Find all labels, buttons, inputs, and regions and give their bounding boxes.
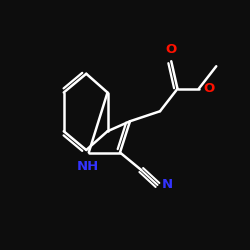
Text: NH: NH: [76, 160, 98, 173]
Text: O: O: [166, 43, 177, 56]
Text: N: N: [162, 178, 173, 192]
Text: O: O: [204, 82, 215, 95]
